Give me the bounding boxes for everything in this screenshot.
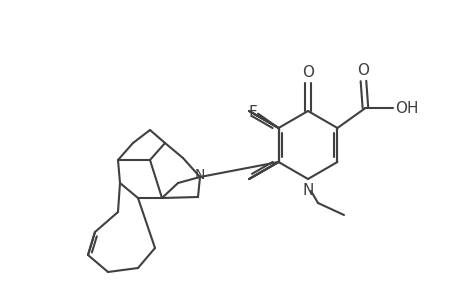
Text: N: N [302,183,313,198]
Text: OH: OH [395,100,418,116]
Text: N: N [195,168,205,182]
Text: O: O [357,63,369,78]
Text: O: O [302,65,313,80]
Text: F: F [248,105,257,120]
